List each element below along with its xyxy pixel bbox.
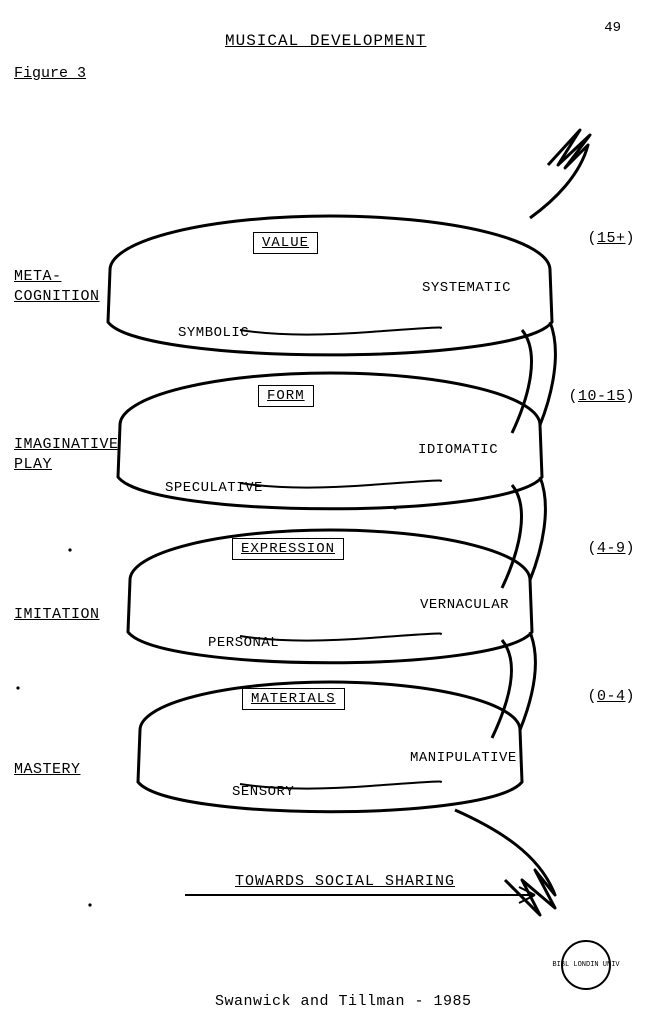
category-label: MASTERY (14, 760, 81, 780)
category-label: IMITATION (14, 605, 100, 625)
category-label: IMAGINATIVEPLAY (14, 435, 119, 476)
age-range: (0-4) (587, 688, 635, 705)
figure-label: Figure 3 (14, 65, 86, 82)
diagram-title: MUSICAL DEVELOPMENT (225, 32, 426, 50)
citation: Swanwick and Tillman - 1985 (215, 993, 472, 1010)
age-range: (15+) (587, 230, 635, 247)
stage-box: VALUE (253, 232, 318, 254)
mode-label: VERNACULAR (420, 597, 509, 613)
mode-label: SPECULATIVE (165, 480, 263, 496)
diagram-page: 49 MUSICAL DEVELOPMENT Figure 3 META-COG… (0, 0, 651, 1020)
age-range: (10-15) (568, 388, 635, 405)
stage-box: FORM (258, 385, 314, 407)
library-stamp: BIBL LONDIN UNIV (561, 940, 611, 990)
stage-box: MATERIALS (242, 688, 345, 710)
mode-label: SENSORY (232, 784, 294, 800)
mode-label: SYMBOLIC (178, 325, 249, 341)
mode-label: PERSONAL (208, 635, 279, 651)
category-label: META-COGNITION (14, 267, 100, 308)
mode-label: IDIOMATIC (418, 442, 498, 458)
spiral-graphic (0, 0, 651, 1020)
age-range: (4-9) (587, 540, 635, 557)
axis-label: TOWARDS SOCIAL SHARING (235, 873, 455, 890)
mode-label: MANIPULATIVE (410, 750, 517, 766)
mode-label: SYSTEMATIC (422, 280, 511, 296)
stage-box: EXPRESSION (232, 538, 344, 560)
page-number: 49 (604, 20, 621, 36)
